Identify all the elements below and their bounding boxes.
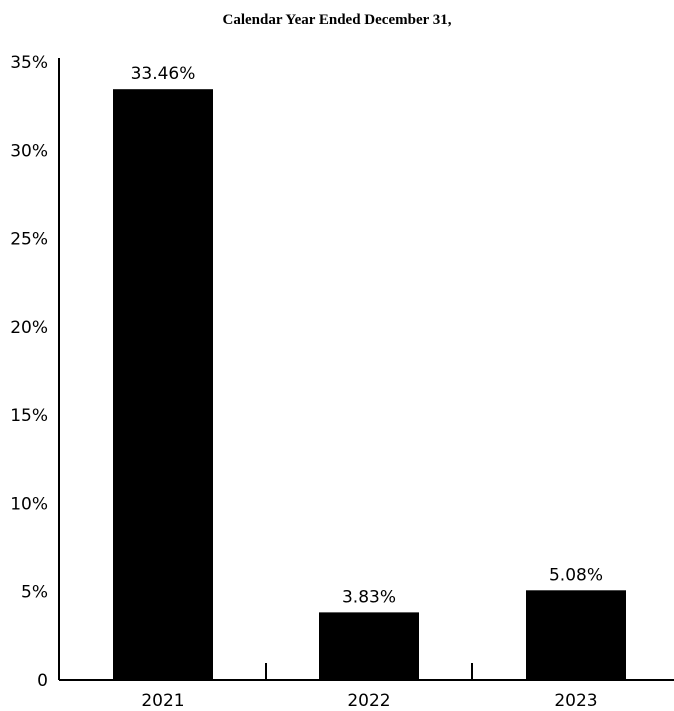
y-tick-label: 25%: [10, 230, 48, 250]
y-tick-label: 0: [37, 671, 48, 691]
y-tick-label: 30%: [10, 141, 48, 161]
labels: 33.46% 2021 3.83% 2022 5.08% 2023: [131, 64, 603, 711]
bar-2021: [113, 89, 213, 680]
y-tick-label: 5%: [21, 583, 48, 603]
data-label-2023: 5.08%: [549, 565, 603, 585]
x-tick-label-2022: 2022: [347, 691, 390, 711]
x-tick-label-2023: 2023: [554, 691, 597, 711]
chart-title: Calendar Year Ended December 31,: [222, 12, 452, 28]
x-tick-label-2021: 2021: [141, 691, 184, 711]
y-axis-ticks: 0 5% 10% 15% 20% 25% 30% 35%: [10, 53, 48, 691]
bar-2022: [319, 612, 419, 680]
bar-2023: [526, 590, 626, 680]
y-tick-label: 35%: [10, 53, 48, 73]
data-label-2022: 3.83%: [342, 587, 396, 607]
y-tick-label: 15%: [10, 406, 48, 426]
data-label-2021: 33.46%: [131, 64, 196, 84]
bars: [113, 89, 626, 680]
y-tick-label: 10%: [10, 494, 48, 514]
y-tick-label: 20%: [10, 318, 48, 338]
